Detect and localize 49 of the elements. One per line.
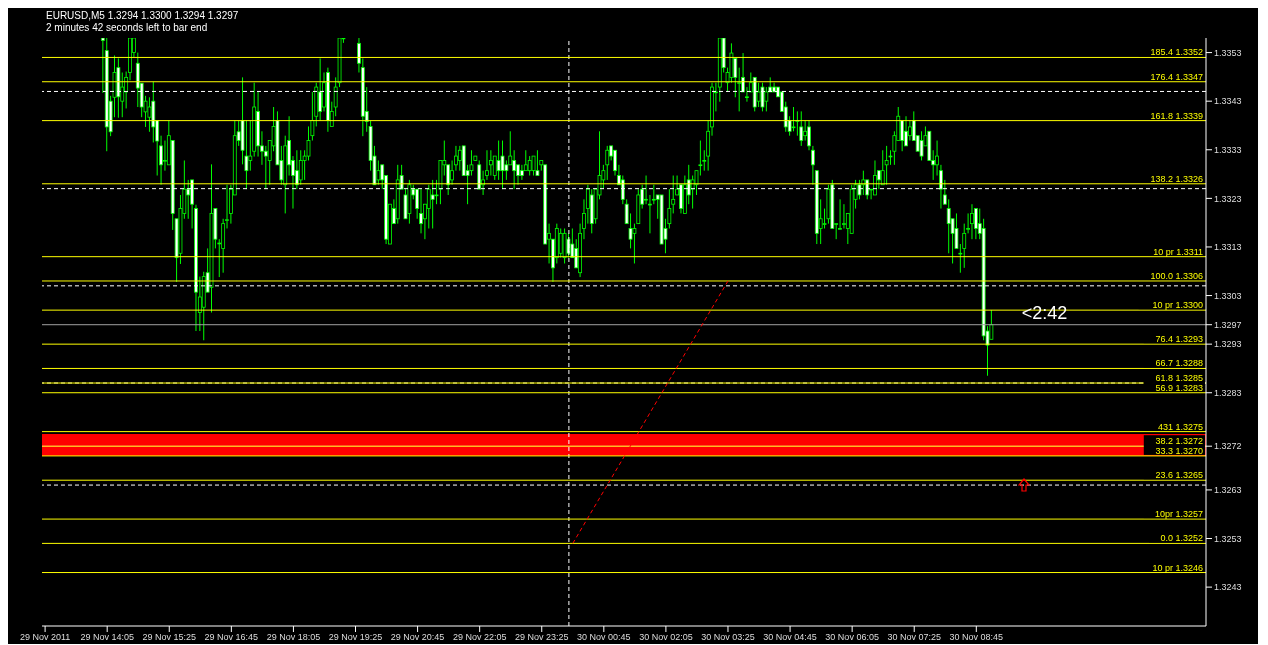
y-tick-label: 1.3313 (1214, 242, 1242, 253)
y-tick-label: 1.3283 (1214, 387, 1242, 398)
y-tick-label: 1.3303 (1214, 290, 1242, 301)
y-tick-label: 1.3253 (1214, 533, 1242, 544)
x-tick-label: 30 Nov 02:05 (639, 632, 693, 643)
chart-subtitle: 2 minutes 42 seconds left to bar end (46, 22, 209, 34)
ref-line-label: 185.4 1.3352 (1150, 47, 1203, 58)
y-tick-label: 1.3343 (1214, 96, 1242, 107)
ref-line-label: 56.9 1.3283 (1155, 382, 1203, 393)
ref-line-label: 0.0 1.3252 (1160, 533, 1203, 544)
ref-line-label: 23.6 1.3265 (1155, 470, 1203, 481)
x-tick-label: 29 Nov 2011 (19, 632, 71, 643)
y-tick-label: 1.3272 (1214, 441, 1242, 452)
ref-line-label: 10pr 1.3257 (1154, 509, 1203, 520)
x-tick-label: 30 Nov 04:45 (763, 632, 817, 643)
ref-line-label: 76.4 1.3293 (1155, 334, 1203, 345)
ref-line-label: 161.8 1.3339 (1150, 110, 1203, 121)
x-tick-label: 29 Nov 19:25 (328, 632, 383, 643)
x-tick-label: 29 Nov 22:05 (452, 632, 507, 643)
chart-title: EURUSD,M5 1.3294 1.3300 1.3294 1.3297 (46, 10, 239, 22)
x-tick-label: 30 Nov 08:45 (949, 632, 1004, 643)
ref-line-label: 38.2 1.3272 (1155, 436, 1203, 447)
ref-line-label: 10 pr 1.3300 (1152, 300, 1203, 311)
x-tick-label: 29 Nov 18:05 (266, 632, 321, 643)
ref-line-label: 431 1.3275 (1157, 421, 1203, 432)
x-tick-label: 29 Nov 16:45 (204, 632, 259, 643)
ref-line-label: 176.4 1.3347 (1150, 71, 1203, 82)
y-tick-label: 1.3333 (1214, 144, 1242, 155)
x-tick-label: 30 Nov 06:05 (825, 632, 879, 643)
y-tick-label: 1.3353 (1214, 47, 1242, 58)
x-tick-label: 29 Nov 23:25 (514, 632, 569, 643)
x-tick-label: 29 Nov 15:25 (142, 632, 197, 643)
y-tick-label: 1.3323 (1214, 193, 1242, 204)
ref-line-label: 100.0 1.3306 (1150, 270, 1203, 281)
y-tick-label: 1.3293 (1214, 339, 1242, 350)
y-tick-label: 1.3243 (1214, 582, 1242, 593)
x-tick-label: 29 Nov 14:05 (80, 632, 134, 643)
x-tick-label: 30 Nov 00:45 (577, 632, 631, 643)
y-tick-label: 1.3263 (1214, 485, 1242, 496)
x-tick-label: 30 Nov 07:25 (887, 632, 941, 643)
ref-line-label: 10 pr 1.3246 (1152, 562, 1203, 573)
x-tick-label: 30 Nov 03:25 (701, 632, 755, 643)
y-tick-label: 1.3297 (1214, 319, 1242, 330)
ref-line-label: 10 pr 1.3311 (1153, 246, 1203, 257)
x-tick-label: 29 Nov 20:45 (390, 632, 445, 643)
ref-line-label: 66.7 1.3288 (1155, 358, 1203, 369)
ref-line-label: 138.2 1.3326 (1150, 173, 1203, 184)
ref-line-label: 61.8 1.3285 (1155, 373, 1203, 384)
ref-line-label: 33.3 1.3270 (1155, 445, 1203, 456)
